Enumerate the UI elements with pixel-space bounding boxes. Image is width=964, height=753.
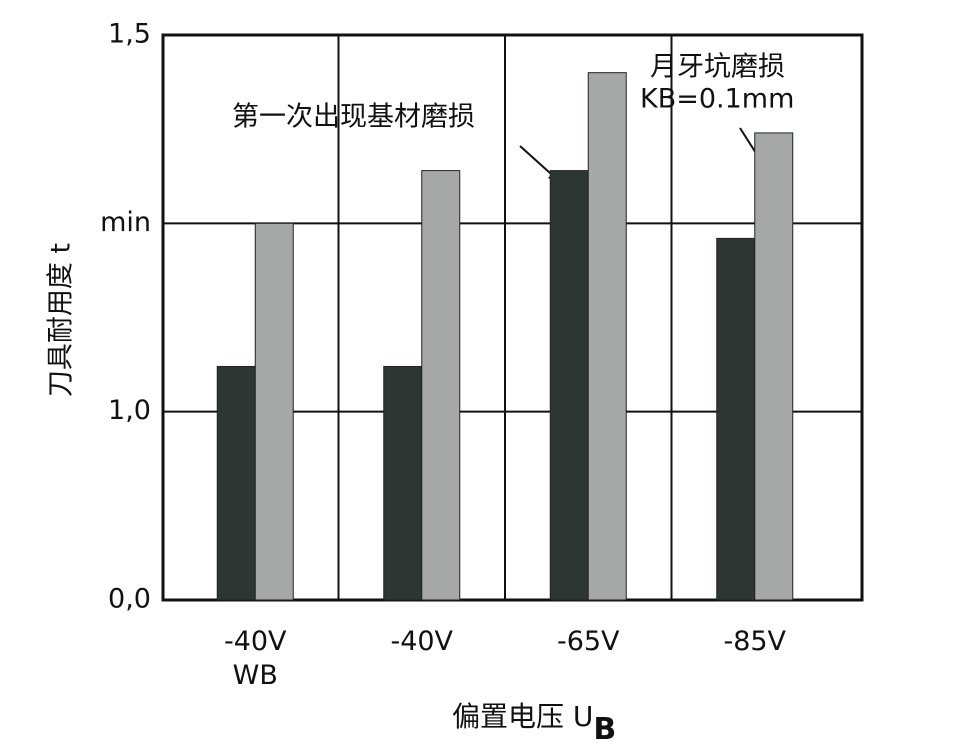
- x-axis-label-main: 偏置电压 U: [452, 700, 593, 733]
- x-tick-label: -40V: [390, 626, 454, 657]
- annotation: 月牙坑磨损: [650, 52, 785, 83]
- y-tick-label: 1,0: [108, 395, 151, 426]
- annotation: 第一次出现基材磨损: [232, 102, 475, 133]
- x-tick-label: -65V: [556, 626, 620, 657]
- x-tick-label: -85V: [723, 626, 787, 657]
- y-tick-label: min: [100, 207, 151, 238]
- bar: [216, 365, 256, 601]
- y-tick-label: 1,5: [108, 19, 151, 50]
- bar: [754, 132, 794, 601]
- bar: [421, 170, 461, 601]
- plot-frame: [161, 33, 864, 602]
- y-axis-label: 刀具耐用度 t: [46, 243, 77, 397]
- bar: [254, 222, 294, 601]
- bar: [549, 170, 589, 601]
- bar: [383, 365, 423, 601]
- annotation: KB=0.1mm: [640, 84, 794, 115]
- x-axis-label-sub: B: [593, 712, 616, 747]
- y-tick-label: 0,0: [108, 584, 151, 615]
- bar: [587, 72, 627, 601]
- x-tick-label: -40V WB: [223, 626, 287, 691]
- bar: [716, 237, 756, 601]
- x-axis-label: 偏置电压 UB: [452, 700, 616, 747]
